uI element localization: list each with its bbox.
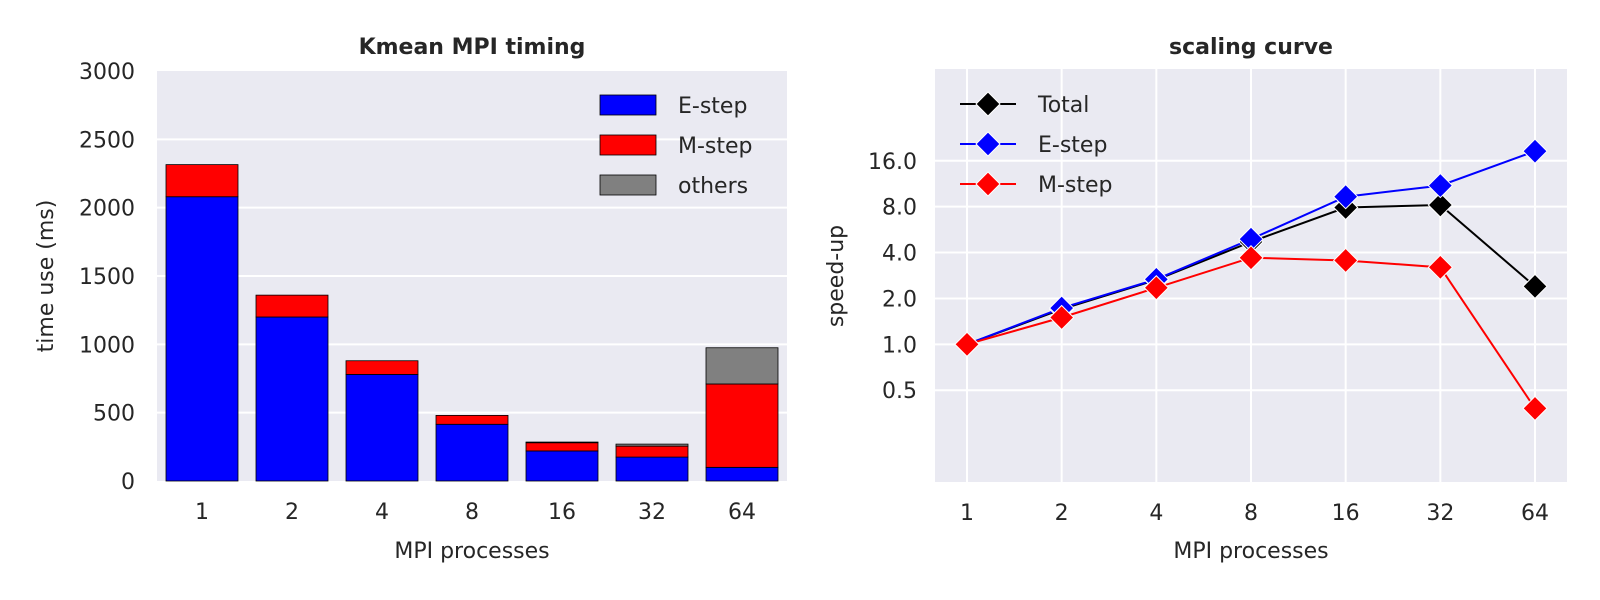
bar-chart-xtick-label: 1 <box>195 500 209 525</box>
data-point-m-step <box>1427 254 1454 281</box>
bar-chart-xlabel: MPI processes <box>394 539 549 564</box>
legend-label-m-step: M-step <box>678 134 753 159</box>
bar-chart-ytick-label: 3000 <box>79 60 135 85</box>
bar-chart-xtick-label: 2 <box>285 500 299 525</box>
line-chart-xtick-label: 16 <box>1332 501 1360 526</box>
bar-chart-xtick-label: 16 <box>548 500 576 525</box>
bar-chart: 0 500 1000 1500 2000 2500 3000 1 2 4 8 16 32 64 Kmean… <box>34 35 787 564</box>
legend-swatch-e-step <box>599 94 657 116</box>
line-chart-ytick-label: 2.0 <box>882 287 917 312</box>
line-chart-xtick-label: 4 <box>1149 501 1163 526</box>
data-point-total <box>1427 192 1454 218</box>
legend-label-others: others <box>678 174 748 199</box>
legend-label-e-step: E-step <box>1038 133 1107 158</box>
legend-marker-e-step <box>975 131 1001 157</box>
bar-chart-ytick-label: 2000 <box>79 197 135 222</box>
bar-chart-ytick-label: 0 <box>121 470 135 495</box>
bar-chart-legend: E-step M-step others <box>599 94 753 199</box>
bar-chart-bars <box>165 164 779 482</box>
bar-segment-e-step <box>255 316 329 482</box>
legend-label-e-step: E-step <box>678 94 747 119</box>
bar-segment-m-step <box>165 164 239 198</box>
bar-segment-others <box>525 441 599 444</box>
data-point-e-step <box>1522 138 1548 164</box>
line-chart-ytick-label: 8.0 <box>882 196 917 221</box>
legend-swatch-others <box>599 174 657 196</box>
data-point-m-step <box>1332 247 1359 274</box>
line-chart-ytick-label: 4.0 <box>882 242 917 267</box>
bar-segment-m-step <box>255 294 329 318</box>
data-point-e-step <box>1332 183 1359 210</box>
bar-chart-xtick-label: 8 <box>465 500 479 525</box>
bar-segment-m-step <box>705 383 779 468</box>
bar-chart-ytick-label: 1500 <box>79 265 135 290</box>
line-chart-ytick-label: 16.0 <box>868 150 917 175</box>
legend-marker-total <box>975 91 1001 117</box>
legend-label-m-step: M-step <box>1038 173 1113 198</box>
line-chart-ylabel: speed-up <box>824 225 849 327</box>
line-chart-series <box>954 138 1548 422</box>
bar-segment-e-step <box>705 466 779 482</box>
line-chart-ytick-label: 0.5 <box>882 379 917 404</box>
data-point-m-step <box>1522 395 1548 422</box>
bar-segment-m-step <box>435 414 509 425</box>
bar-segment-e-step <box>165 196 239 482</box>
bar-chart-ytick-label: 1000 <box>79 333 135 358</box>
bar-chart-xtick-label: 64 <box>728 500 756 525</box>
legend-label-total: Total <box>1037 93 1089 118</box>
bar-chart-title: Kmean MPI timing <box>359 35 586 60</box>
line-chart-legend: Total E-step M-step <box>960 91 1113 198</box>
line-chart-grid <box>935 69 1567 482</box>
bar-chart-xtick-label: 32 <box>638 500 666 525</box>
line-chart-ticks: 0.5 1.0 2.0 4.0 8.0 16.0 1 2 4 8 16 32 64 <box>868 150 1549 526</box>
data-point-m-step <box>1143 275 1170 301</box>
bar-segment-m-step <box>525 442 599 452</box>
bar-segment-m-step <box>615 445 689 458</box>
data-point-total <box>1522 273 1548 300</box>
line-chart-xlabel: MPI processes <box>1173 539 1328 564</box>
bar-chart-xtick-label: 4 <box>375 500 389 525</box>
bar-segment-m-step <box>345 360 419 375</box>
bar-segment-e-step <box>615 456 689 482</box>
line-chart-xtick-label: 2 <box>1055 501 1069 526</box>
bar-chart-ticks: 0 500 1000 1500 2000 2500 3000 1 2 4 8 16 32 64 <box>79 60 756 525</box>
bar-segment-e-step <box>435 423 509 482</box>
bar-segment-e-step <box>525 450 599 482</box>
bar-segment-others <box>615 443 689 447</box>
line-chart: 0.5 1.0 2.0 4.0 8.0 16.0 1 2 4 8 16 32 64 scaling cu… <box>824 35 1567 564</box>
line-chart-xtick-label: 32 <box>1426 501 1454 526</box>
line-chart-xtick-label: 64 <box>1521 501 1549 526</box>
line-chart-title: scaling curve <box>1169 35 1333 60</box>
data-point-m-step <box>954 331 980 358</box>
bar-segment-e-step <box>345 373 419 482</box>
bar-chart-ytick-label: 500 <box>93 402 135 427</box>
bar-segment-others <box>705 347 779 385</box>
bar-chart-ytick-label: 2500 <box>79 128 135 153</box>
data-point-m-step <box>1048 304 1075 331</box>
data-point-e-step <box>1427 172 1454 199</box>
data-point-m-step <box>1238 245 1264 271</box>
legend-marker-m-step <box>975 171 1001 197</box>
bar-chart-ylabel: time use (ms) <box>34 200 59 353</box>
line-chart-ytick-label: 1.0 <box>882 333 917 358</box>
line-chart-xtick-label: 8 <box>1244 501 1258 526</box>
legend-swatch-m-step <box>599 134 657 156</box>
line-chart-xtick-label: 1 <box>960 501 974 526</box>
